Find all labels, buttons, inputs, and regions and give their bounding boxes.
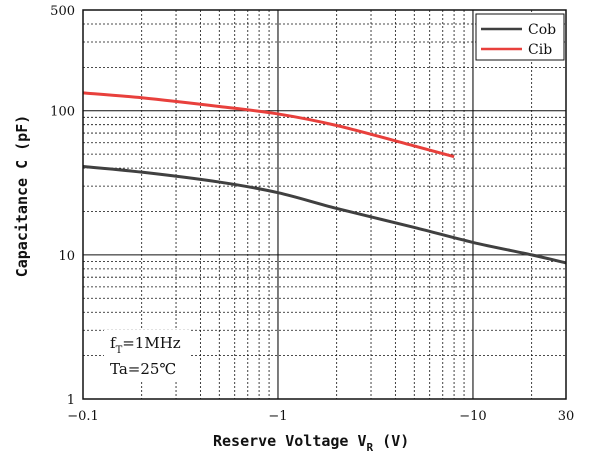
- series-line-cob: [82, 165, 567, 265]
- annotation-box: fT=1MHz Ta=25℃: [104, 330, 190, 380]
- plot-frame: [82, 9, 567, 400]
- legend: Cob Cib: [475, 13, 565, 61]
- x-tick-label: −0.1: [67, 409, 99, 424]
- legend-label-cib: Cib: [528, 42, 552, 58]
- y-tick-label: 100: [50, 105, 75, 120]
- x-tick-label: −10: [459, 409, 486, 424]
- y-tick-label: 500: [50, 4, 75, 19]
- y-axis-title: Capacitance C (pF): [13, 115, 31, 278]
- y-tick-labels: 1 10 100 500: [50, 4, 75, 408]
- legend-label-cob: Cob: [528, 22, 556, 38]
- x-tick-label: 30: [558, 409, 575, 424]
- annotation-temperature: Ta=25℃: [110, 360, 176, 378]
- legend-box: [475, 13, 565, 61]
- y-tick-label: 10: [58, 249, 75, 264]
- x-axis-title: Reserve Voltage VR (V): [213, 432, 409, 454]
- x-tick-labels: −0.1 −1 −10 30: [67, 409, 574, 424]
- x-tick-label: −1: [268, 409, 287, 424]
- annotation-background: [104, 330, 190, 380]
- y-tick-label: 1: [67, 393, 75, 408]
- annotation-frequency: fT=1MHz: [110, 334, 181, 356]
- series-layer: [82, 91, 567, 265]
- series-line-cib: [82, 91, 455, 159]
